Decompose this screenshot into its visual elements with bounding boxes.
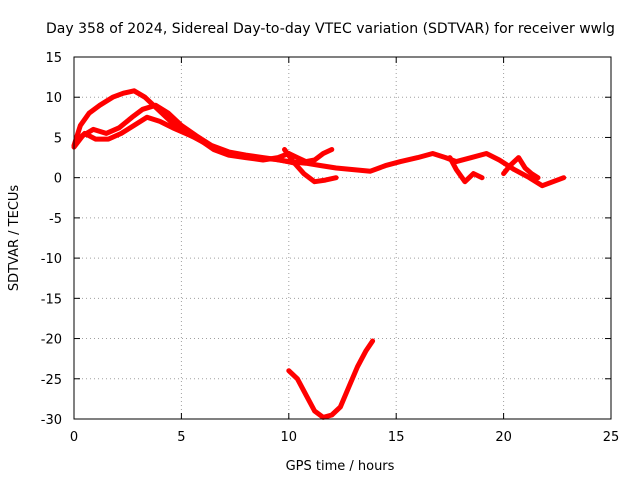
y-tick-label: 10 (45, 91, 62, 106)
x-tick-label: 25 (603, 430, 620, 445)
x-tick-label: 20 (495, 430, 512, 445)
axis-ticks: 0 5 10 15 20 25 -30 -25 -20 -15 -10 -5 0 5 10 15 (41, 51, 620, 445)
grid-layer (74, 57, 611, 419)
y-tick-label: -5 (49, 212, 62, 227)
x-tick-label: 0 (70, 430, 78, 445)
y-tick-label: -10 (41, 252, 62, 267)
y-tick-label: -30 (41, 413, 62, 428)
y-tick-label: 15 (45, 51, 62, 66)
x-tick-label: 5 (177, 430, 185, 445)
series-line-track-f (447, 155, 485, 185)
series-line-track-h (286, 338, 376, 420)
series-layer (71, 88, 567, 420)
series-line-track-c (73, 114, 292, 163)
y-tick-label: 0 (54, 172, 62, 187)
y-tick-label: -25 (41, 373, 62, 388)
series-line-track-e (286, 147, 335, 165)
chart-title: Day 358 of 2024, Sidereal Day-to-day VTE… (46, 21, 615, 37)
y-axis-label: SDTVAR / TECUs (7, 185, 22, 292)
plot-frame (73, 56, 612, 420)
y-tick-label: 5 (54, 131, 62, 146)
x-tick-label: 15 (388, 430, 405, 445)
series-line-track-a (71, 88, 567, 189)
y-tick-label: -15 (41, 292, 62, 307)
y-tick-label: -20 (41, 333, 62, 348)
x-axis-label: GPS time / hours (286, 459, 395, 474)
series-line-track-d (282, 147, 339, 185)
x-tick-label: 10 (281, 430, 298, 445)
series-line-track-g (501, 155, 541, 181)
